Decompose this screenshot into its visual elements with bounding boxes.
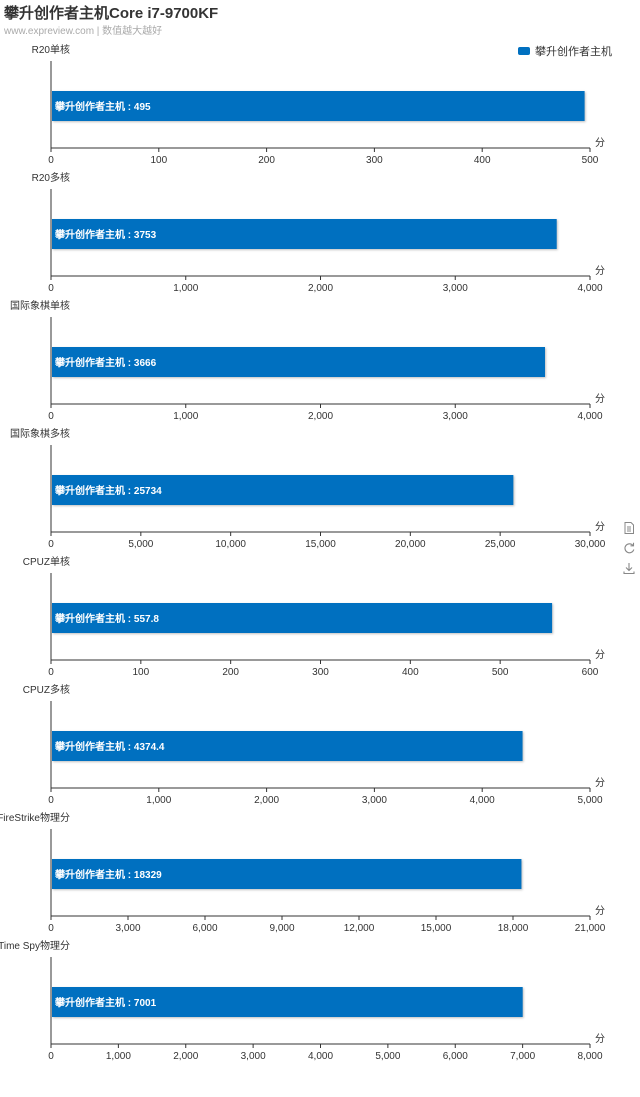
panel-title: Time Spy物理分 — [0, 939, 70, 952]
x-tick-label: 15,000 — [421, 923, 452, 934]
panel-title: CPUZ多核 — [23, 683, 70, 696]
legend-label: 攀升创作者主机 — [535, 46, 612, 58]
x-axis-unit: 分 — [595, 905, 605, 917]
legend-swatch — [518, 47, 530, 55]
x-tick-label: 7,000 — [510, 1051, 535, 1062]
x-tick-label: 30,000 — [575, 539, 606, 550]
x-tick-label: 3,000 — [443, 411, 468, 422]
x-tick-label: 500 — [492, 667, 509, 678]
bar — [52, 91, 585, 121]
bar-value-label: 攀升创作者主机 : 7001 — [54, 996, 157, 1009]
x-tick-label: 8,000 — [577, 1051, 602, 1062]
x-tick-label: 2,000 — [173, 1051, 198, 1062]
save-image-icon[interactable] — [622, 561, 636, 575]
x-tick-label: 6,000 — [443, 1051, 468, 1062]
page-title: 攀升创作者主机Core i7-9700KF — [4, 5, 219, 22]
page-subtitle: www.expreview.com | 数值越大越好 — [4, 26, 163, 37]
x-tick-label: 300 — [312, 667, 329, 678]
x-tick-label: 5,000 — [577, 795, 602, 806]
bar — [52, 219, 557, 249]
legend[interactable]: 攀升创作者主机 — [518, 43, 612, 59]
x-tick-label: 9,000 — [269, 923, 294, 934]
panel-title: FireStrike物理分 — [0, 811, 70, 824]
x-axis-unit: 分 — [595, 137, 605, 149]
x-tick-label: 2,000 — [308, 411, 333, 422]
bar-value-label: 攀升创作者主机 : 3666 — [54, 356, 157, 369]
panel-title: R20多核 — [32, 171, 70, 184]
x-axis-unit: 分 — [595, 265, 605, 277]
panel-title: R20单核 — [32, 43, 70, 56]
x-tick-label: 200 — [258, 155, 275, 166]
bar — [52, 731, 523, 761]
x-tick-label: 5,000 — [375, 1051, 400, 1062]
x-tick-label: 600 — [582, 667, 599, 678]
x-tick-label: 18,000 — [498, 923, 529, 934]
x-tick-label: 100 — [150, 155, 167, 166]
bar-value-label: 攀升创作者主机 : 557.8 — [54, 612, 159, 625]
x-tick-label: 1,000 — [173, 411, 198, 422]
x-tick-label: 0 — [48, 923, 54, 934]
bar-value-label: 攀升创作者主机 : 495 — [54, 100, 151, 113]
bar-value-label: 攀升创作者主机 : 25734 — [54, 484, 162, 497]
x-tick-label: 15,000 — [305, 539, 336, 550]
x-axis-unit: 分 — [595, 1033, 605, 1045]
x-axis-unit: 分 — [595, 649, 605, 661]
x-tick-label: 10,000 — [215, 539, 246, 550]
bar — [52, 859, 522, 889]
x-tick-label: 1,000 — [173, 283, 198, 294]
x-tick-label: 400 — [402, 667, 419, 678]
x-tick-label: 1,000 — [146, 795, 171, 806]
bar — [52, 347, 545, 377]
data-view-icon[interactable] — [622, 521, 636, 535]
panel-title: 国际象棋多核 — [10, 427, 70, 440]
x-tick-label: 0 — [48, 667, 54, 678]
x-tick-label: 3,000 — [443, 283, 468, 294]
restore-icon[interactable] — [622, 541, 636, 555]
x-tick-label: 0 — [48, 283, 54, 294]
x-tick-label: 0 — [48, 155, 54, 166]
x-tick-label: 1,000 — [106, 1051, 131, 1062]
bar — [52, 475, 514, 505]
x-tick-label: 0 — [48, 411, 54, 422]
x-tick-label: 3,000 — [115, 923, 140, 934]
x-tick-label: 25,000 — [485, 539, 516, 550]
bar — [52, 603, 553, 633]
x-tick-label: 0 — [48, 539, 54, 550]
x-axis-unit: 分 — [595, 393, 605, 405]
x-tick-label: 4,000 — [308, 1051, 333, 1062]
x-tick-label: 4,000 — [470, 795, 495, 806]
x-tick-label: 5,000 — [128, 539, 153, 550]
x-axis-unit: 分 — [595, 777, 605, 789]
x-tick-label: 100 — [132, 667, 149, 678]
x-tick-label: 500 — [582, 155, 599, 166]
x-tick-label: 3,000 — [241, 1051, 266, 1062]
x-tick-label: 20,000 — [395, 539, 426, 550]
x-tick-label: 12,000 — [344, 923, 375, 934]
x-tick-label: 0 — [48, 795, 54, 806]
x-tick-label: 2,000 — [308, 283, 333, 294]
x-tick-label: 300 — [366, 155, 383, 166]
x-tick-label: 3,000 — [362, 795, 387, 806]
panel-title: 国际象棋单核 — [10, 299, 70, 312]
x-tick-label: 2,000 — [254, 795, 279, 806]
x-tick-label: 400 — [474, 155, 491, 166]
bar-value-label: 攀升创作者主机 : 18329 — [54, 868, 162, 881]
panel-title: CPUZ单核 — [23, 555, 70, 568]
x-tick-label: 6,000 — [192, 923, 217, 934]
x-tick-label: 4,000 — [577, 411, 602, 422]
x-tick-label: 0 — [48, 1051, 54, 1062]
x-axis-unit: 分 — [595, 521, 605, 533]
x-tick-label: 200 — [222, 667, 239, 678]
x-tick-label: 4,000 — [577, 283, 602, 294]
bar-value-label: 攀升创作者主机 : 3753 — [54, 228, 157, 241]
x-tick-label: 21,000 — [575, 923, 606, 934]
bar — [52, 987, 523, 1017]
bar-value-label: 攀升创作者主机 : 4374.4 — [54, 740, 165, 753]
